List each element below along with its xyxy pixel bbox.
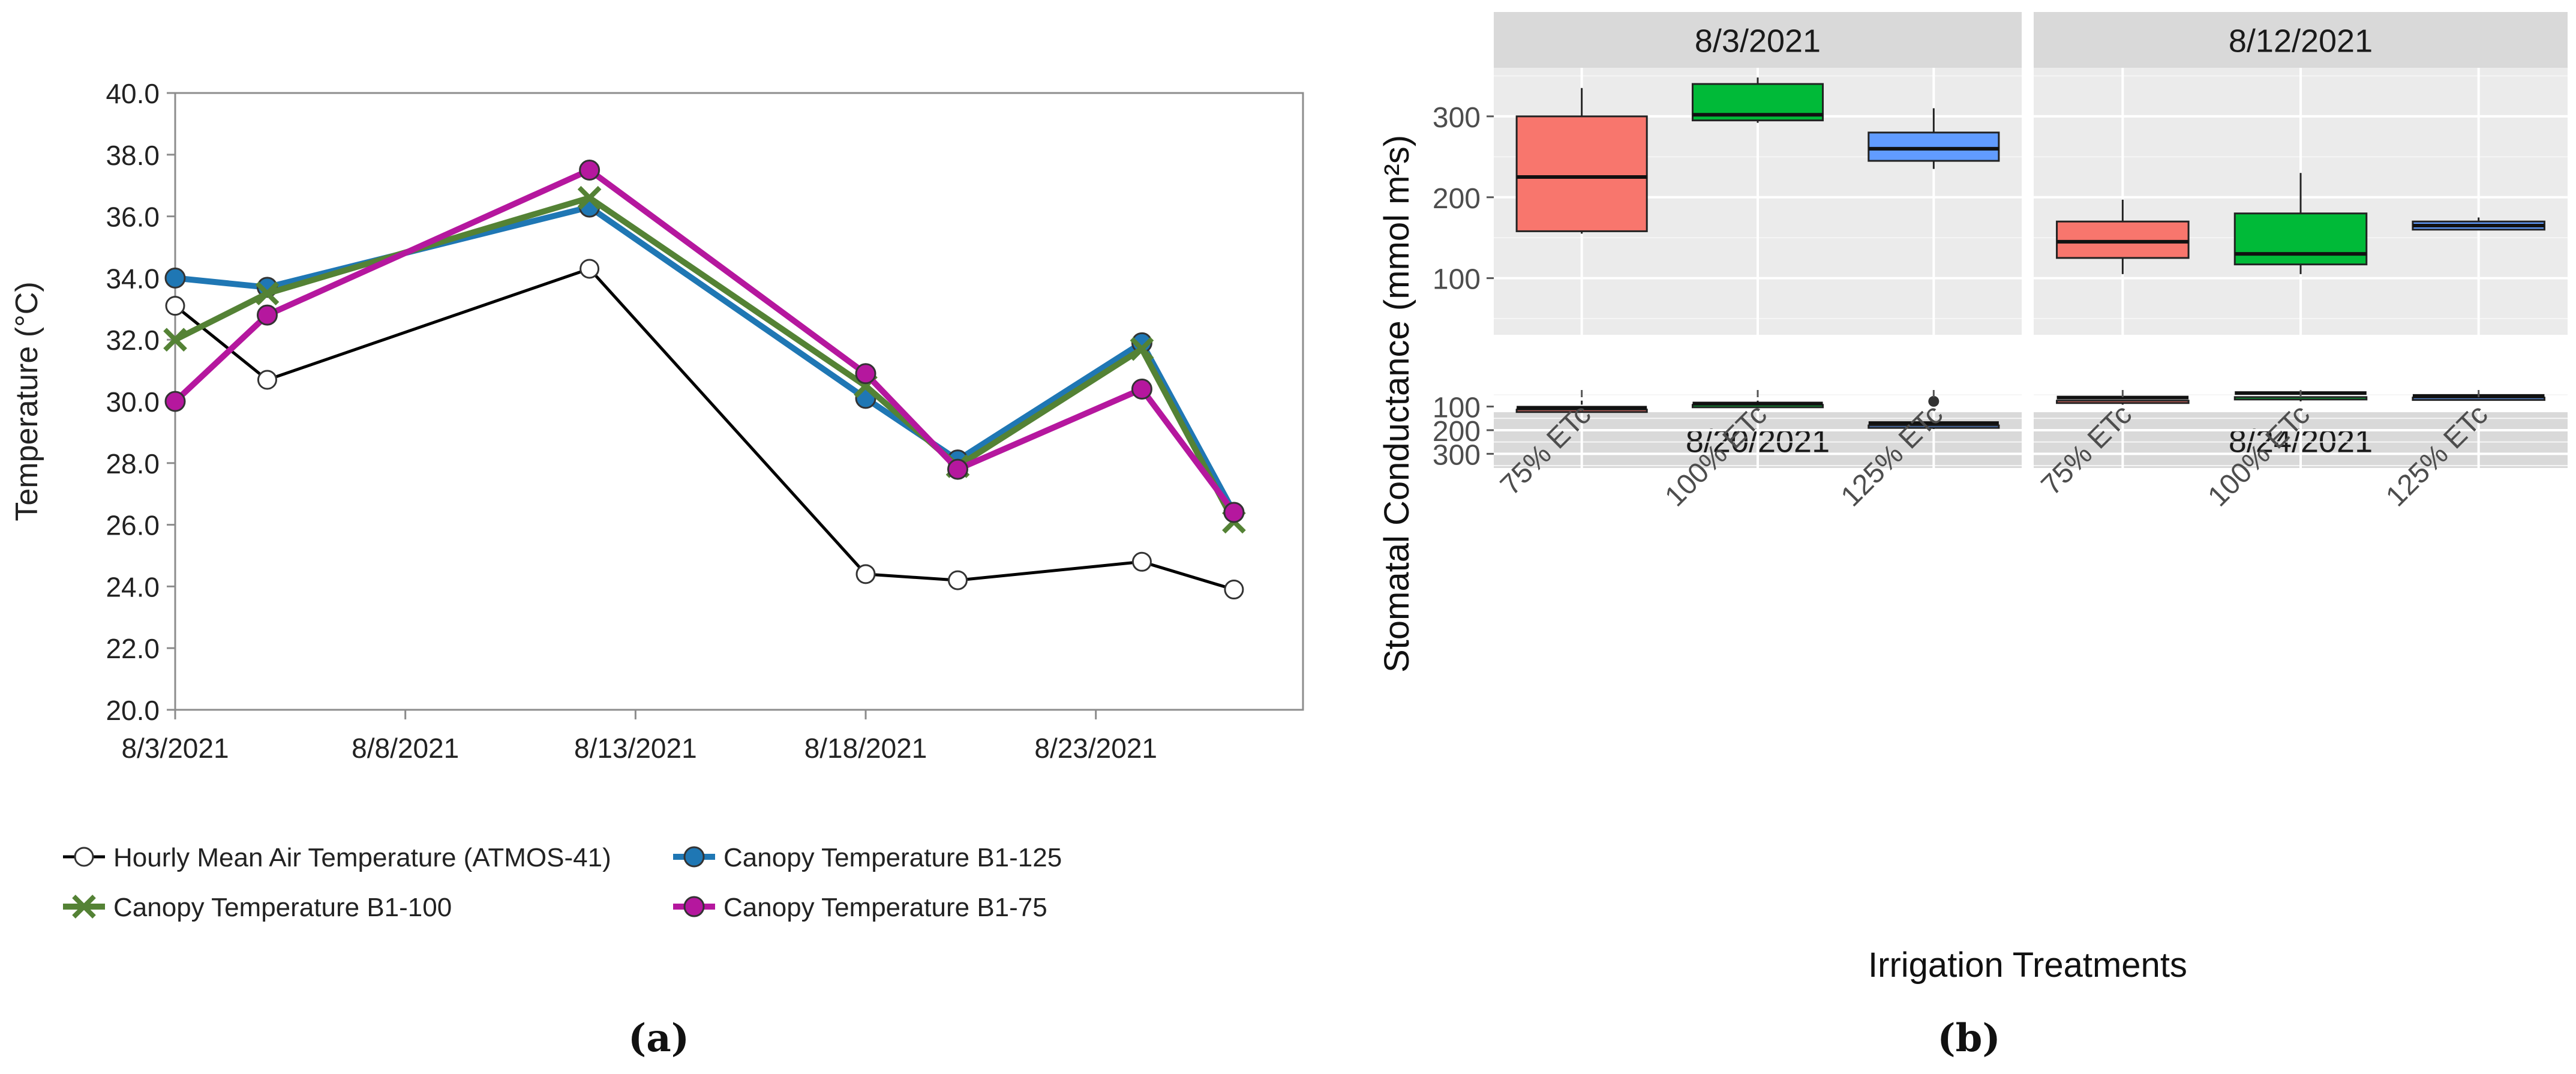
data-point (72, 895, 96, 919)
legend-label: Hourly Mean Air Temperature (ATMOS-41) (113, 843, 611, 872)
line-chart-y-axis-label: Temperature (°C) (10, 281, 44, 521)
box-body (2233, 212, 2368, 266)
y-tick-label: 34.0 (106, 263, 160, 294)
panel-label-b: (b) (1937, 1016, 2000, 1061)
y-tick-label: 20.0 (106, 695, 160, 726)
y-tick-label: 100 (1433, 392, 1481, 424)
facet-strip (1494, 12, 2022, 68)
data-point (1223, 502, 1245, 523)
data-point (947, 458, 968, 480)
y-tick-label: 26.0 (106, 510, 160, 541)
data-point (257, 370, 277, 390)
y-tick-label: 32.0 (106, 325, 160, 356)
y-tick-label: 38.0 (106, 140, 160, 171)
data-point (1131, 551, 1152, 572)
box-2 (1868, 108, 2000, 169)
facet-3: 8/24/2021 (2034, 390, 2568, 468)
series-1 (164, 196, 1245, 523)
legend-entry: Hourly Mean Air Temperature (ATMOS-41) (63, 843, 611, 872)
data-point (163, 328, 187, 352)
series-3 (164, 160, 1245, 523)
y-tick-label: 22.0 (106, 633, 160, 664)
box-body (2412, 397, 2545, 401)
panel-label-a: (a) (628, 1016, 689, 1061)
box-plot-y-axis-label: Stomatal Conductance (mmol m²s) (1377, 135, 1416, 673)
data-point (580, 259, 600, 279)
box-body (2233, 396, 2368, 401)
data-point (1131, 378, 1152, 400)
box-0 (2056, 199, 2190, 274)
y-tick-label: 24.0 (106, 571, 160, 602)
box-2 (1868, 395, 2000, 429)
facet-title: 8/12/2021 (2229, 23, 2373, 59)
y-tick-label: 200 (1433, 416, 1481, 448)
box-1 (1691, 400, 1824, 409)
y-tick-label: 30.0 (106, 386, 160, 418)
facet-strip (2034, 12, 2568, 68)
data-point (579, 160, 601, 181)
box-1 (2233, 173, 2368, 274)
x-tick-label: 8/23/2021 (1034, 733, 1157, 764)
y-tick-label: 300 (1433, 439, 1481, 471)
box-0 (2056, 395, 2190, 405)
y-tick-label: 300 (1433, 102, 1481, 134)
data-point (683, 896, 705, 917)
facet-0: 8/3/2021 (1494, 12, 2022, 335)
data-point (164, 267, 186, 289)
data-point (947, 570, 968, 590)
line-chart-plot-area (174, 92, 1304, 711)
legend-label: Canopy Temperature B1-75 (723, 893, 1047, 922)
y-tick-label: 100 (1433, 264, 1481, 296)
data-point (165, 296, 185, 316)
box-2 (2412, 217, 2545, 231)
data-point (1224, 580, 1244, 600)
box-body (2056, 400, 2190, 404)
box-1 (1691, 77, 1824, 123)
box-body (1515, 115, 1648, 232)
box-body (1868, 424, 2000, 429)
line-chart-y-ticks: 20.0 22.0 24.0 26.0 28.0 30.0 32.0 34.0 36.0 38.0… (106, 78, 175, 726)
box-body (1868, 131, 2000, 162)
line-chart-series (163, 160, 1246, 600)
data-point (256, 304, 278, 326)
data-point (855, 363, 876, 385)
box-plot-facets: 8/3/2021 8/12/2021 8/20/2021 8/24/2021 (1494, 12, 2568, 468)
x-tick-label: 8/3/2021 (121, 733, 229, 764)
box-plot-x-axis-label: Irrigation Treatments (1868, 946, 2187, 985)
box-0 (1515, 400, 1648, 413)
line-chart-panel-a: 20.0 22.0 24.0 26.0 28.0 30.0 32.0 34.0 36.0 38.0… (10, 78, 1304, 922)
x-tick-label: 8/18/2021 (804, 733, 927, 764)
data-point (855, 564, 876, 584)
line-chart-x-ticks: 8/3/2021 8/8/2021 8/13/2021 8/18/2021 8/23/2… (121, 710, 1157, 764)
data-point (255, 281, 280, 305)
facet-2: 8/20/2021 (1494, 390, 2022, 468)
box-body (1515, 409, 1648, 413)
line-chart-legend: Hourly Mean Air Temperature (ATMOS-41) Ca… (63, 843, 1062, 922)
y-tick-label: 28.0 (106, 448, 160, 479)
data-point (683, 846, 705, 868)
facet-title: 8/3/2021 (1695, 23, 1821, 59)
data-point (74, 847, 94, 867)
y-tick-label: 36.0 (106, 202, 160, 233)
series-0 (165, 259, 1244, 600)
box-0 (1515, 88, 1648, 234)
legend-entry: Canopy Temperature B1-125 (673, 843, 1062, 872)
legend-label: Canopy Temperature B1-125 (723, 843, 1062, 872)
y-tick-label: 200 (1433, 183, 1481, 215)
x-tick-label: 8/8/2021 (352, 733, 459, 764)
y-tick-label: 40.0 (106, 78, 160, 109)
x-tick-label: 8/13/2021 (574, 733, 697, 764)
legend-label: Canopy Temperature B1-100 (113, 893, 452, 922)
data-point (577, 185, 602, 210)
legend-entry: Canopy Temperature B1-75 (673, 893, 1047, 922)
box-outlier (1928, 395, 1939, 407)
legend-entry: Canopy Temperature B1-100 (63, 893, 452, 922)
data-point (164, 391, 186, 412)
box-body (2056, 220, 2190, 259)
data-point (1130, 337, 1154, 361)
facet-1: 8/12/2021 (2034, 12, 2568, 335)
